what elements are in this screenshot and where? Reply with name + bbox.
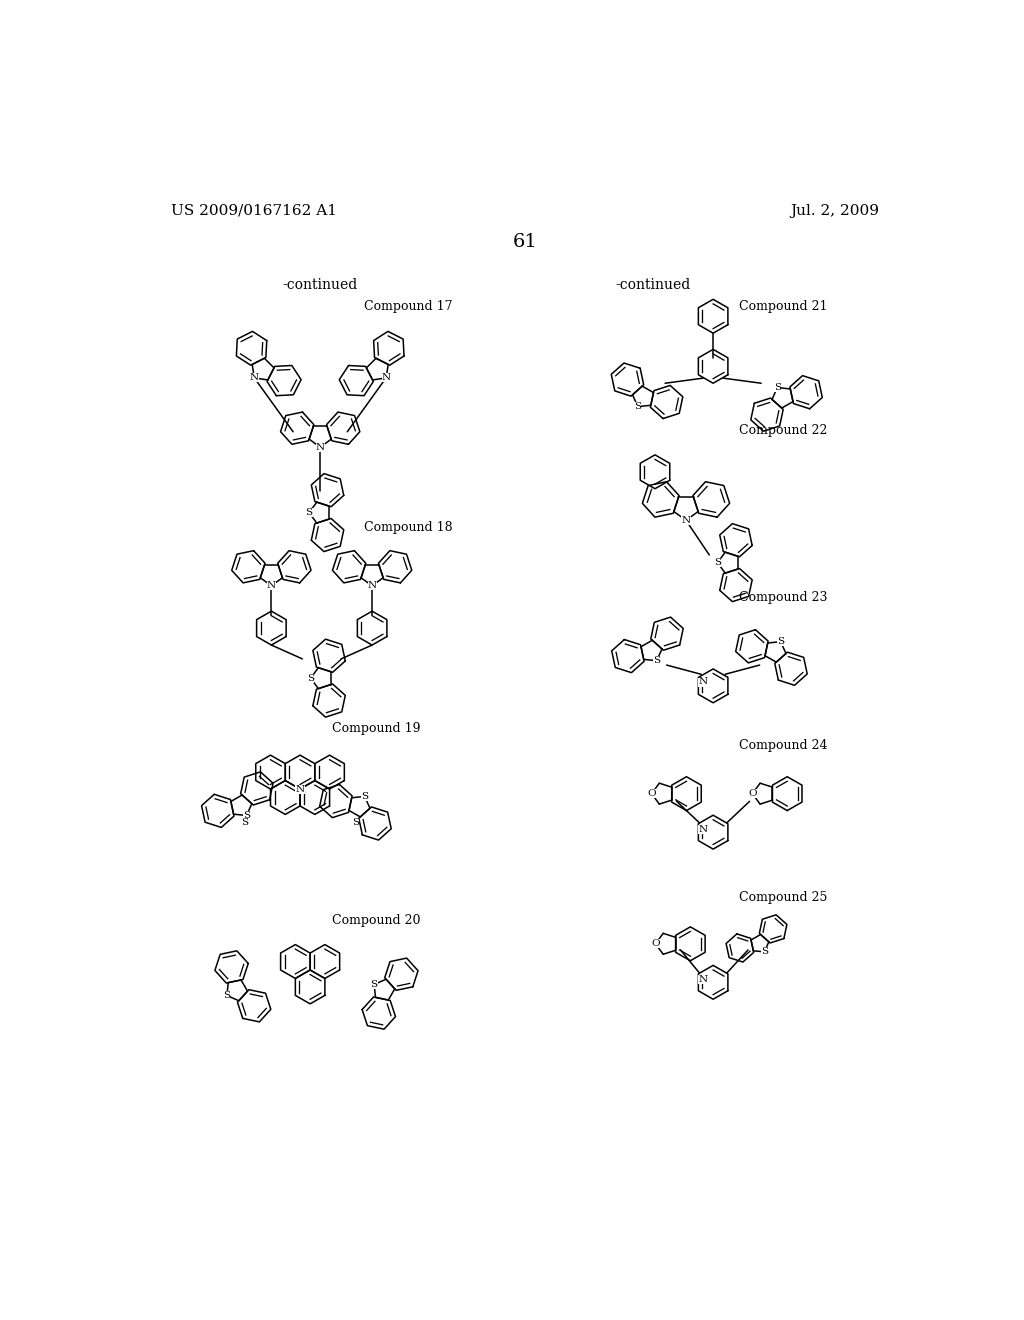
- Text: S: S: [243, 810, 250, 820]
- Text: S: S: [774, 383, 781, 392]
- Text: N: N: [368, 581, 377, 590]
- Text: S: S: [351, 818, 358, 828]
- Text: O: O: [749, 789, 757, 799]
- Text: S: S: [371, 979, 378, 989]
- Text: 61: 61: [512, 232, 538, 251]
- Text: S: S: [223, 991, 230, 1001]
- Text: S: S: [761, 948, 768, 957]
- Text: S: S: [777, 638, 784, 647]
- Text: O: O: [647, 789, 656, 799]
- Text: Compound 21: Compound 21: [738, 300, 827, 313]
- Text: S: S: [361, 792, 369, 801]
- Text: N: N: [250, 374, 259, 383]
- Text: N: N: [681, 516, 690, 525]
- Text: N: N: [315, 442, 325, 451]
- Text: S: S: [653, 656, 660, 665]
- Text: N: N: [698, 677, 708, 686]
- Text: -continued: -continued: [283, 279, 357, 293]
- Text: US 2009/0167162 A1: US 2009/0167162 A1: [171, 203, 337, 218]
- Text: O: O: [651, 940, 659, 948]
- Text: Compound 24: Compound 24: [738, 739, 827, 751]
- Text: Compound 19: Compound 19: [332, 722, 420, 735]
- Text: N: N: [267, 581, 275, 590]
- Text: N: N: [382, 374, 390, 383]
- Text: -continued: -continued: [615, 279, 691, 293]
- Text: N: N: [681, 516, 690, 525]
- Text: S: S: [307, 673, 314, 682]
- Text: Compound 25: Compound 25: [738, 891, 827, 904]
- Text: N: N: [296, 784, 304, 793]
- Text: S: S: [242, 818, 249, 828]
- Text: N: N: [698, 974, 708, 983]
- Text: Compound 17: Compound 17: [365, 300, 453, 313]
- Text: Compound 18: Compound 18: [365, 521, 453, 535]
- Text: Jul. 2, 2009: Jul. 2, 2009: [790, 203, 879, 218]
- Text: N: N: [698, 825, 708, 833]
- Text: Compound 20: Compound 20: [332, 915, 420, 927]
- Text: S: S: [634, 403, 641, 411]
- Text: Compound 23: Compound 23: [738, 591, 827, 603]
- Text: S: S: [305, 508, 312, 517]
- Text: S: S: [714, 558, 721, 568]
- Text: Compound 22: Compound 22: [738, 425, 827, 437]
